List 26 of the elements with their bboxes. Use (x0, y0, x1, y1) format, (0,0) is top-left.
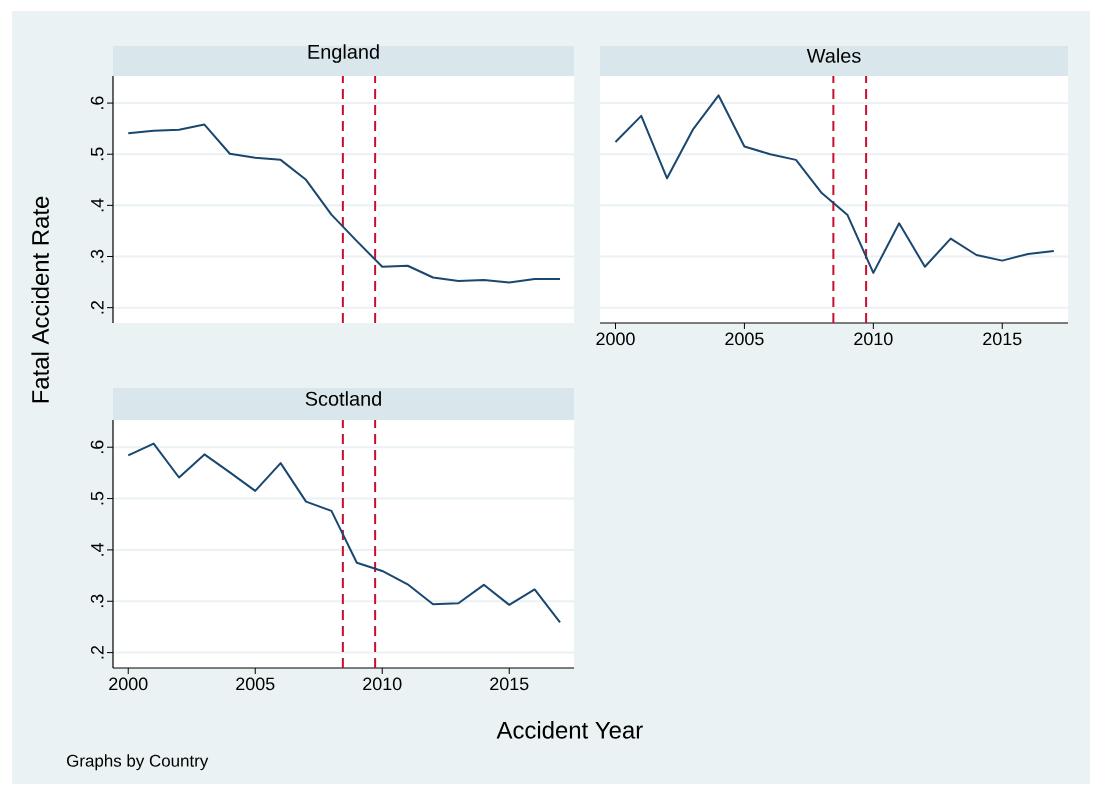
y-tick-label: .2 (90, 646, 104, 659)
x-tick-label: 2005 (236, 677, 275, 691)
y-tick-label: .2 (90, 301, 104, 314)
y-tick-label: .3 (90, 594, 104, 608)
y-tick-label: .4 (91, 198, 104, 212)
x-tick-label: 2000 (596, 332, 635, 346)
y-tick-label: .4 (91, 542, 104, 556)
y-axis-title: Fatal Accident Rate (31, 196, 49, 403)
chart-title: Wales (806, 48, 861, 63)
y-tick-label: .6 (90, 440, 104, 454)
line-series (127, 442, 562, 624)
x-tick-label: 2005 (725, 332, 764, 346)
chart-title: England (308, 44, 379, 63)
x-axis-title: Accident Year (496, 721, 643, 739)
x-tick-label: 2015 (490, 677, 529, 691)
chart-title: Scotland (305, 391, 381, 406)
x-tick-label: 2015 (983, 332, 1022, 346)
x-tick-label: 2010 (854, 332, 893, 346)
x-tick-label: 2000 (109, 677, 148, 691)
y-tick-label: .6 (90, 96, 104, 109)
y-tick-label: .3 (90, 249, 104, 263)
y-tick-label: .5 (90, 147, 104, 161)
y-tick-label: .5 (90, 491, 104, 505)
x-tick-label: 2010 (363, 677, 402, 691)
text: Graphs by Country (67, 754, 209, 771)
line-series (127, 123, 562, 284)
